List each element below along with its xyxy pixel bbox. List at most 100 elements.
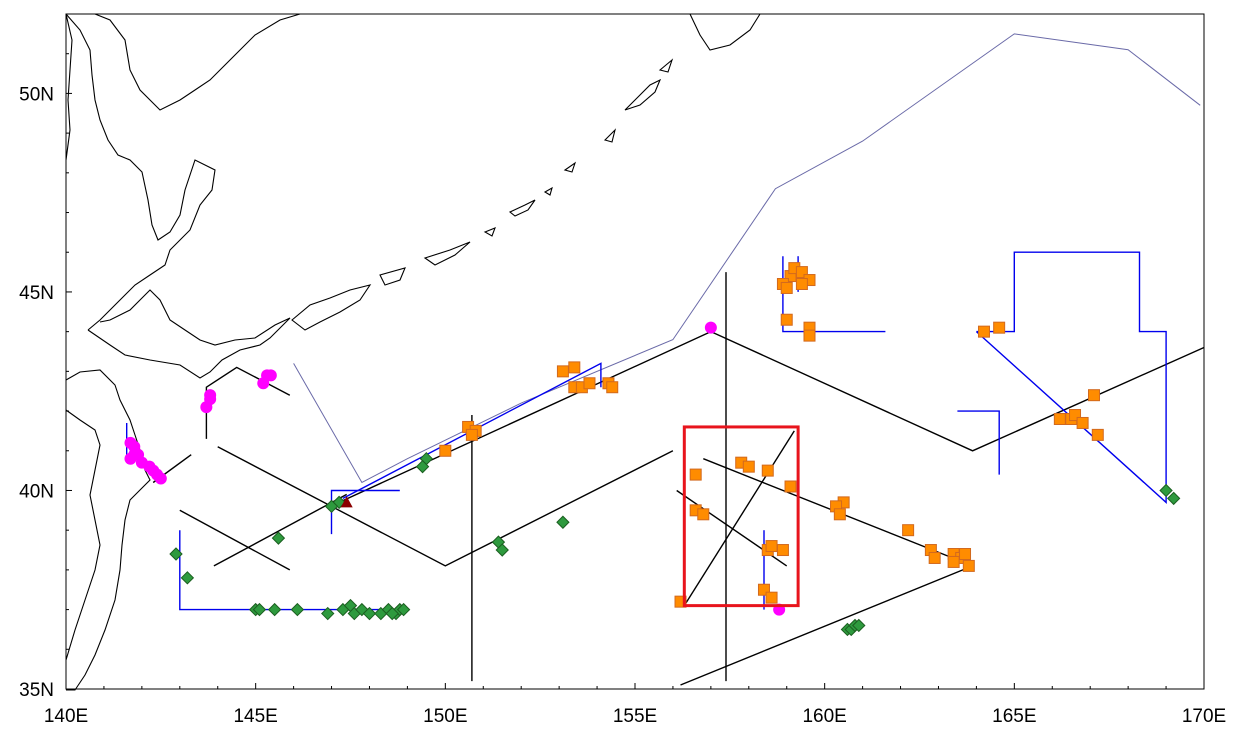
sea-of-okhotsk-coast bbox=[94, 13, 301, 111]
eez-boundary-line bbox=[293, 33, 1201, 484]
green-diamond bbox=[362, 606, 377, 621]
orange-square bbox=[765, 591, 778, 604]
green-diamond bbox=[852, 618, 866, 633]
orange-square bbox=[795, 278, 808, 290]
orange-square bbox=[465, 428, 478, 441]
highlight-box bbox=[682, 425, 800, 608]
y-tick-label: 50N bbox=[19, 84, 54, 105]
blue-track-line bbox=[975, 251, 1167, 504]
x-tick-label: 140E bbox=[44, 706, 88, 727]
kuril-island-4 bbox=[483, 227, 496, 237]
orange-square bbox=[962, 559, 975, 572]
kamchatka-coast bbox=[689, 13, 761, 51]
y-tick-label: 40N bbox=[19, 481, 54, 502]
orange-square bbox=[947, 555, 960, 568]
orange-square bbox=[902, 524, 915, 537]
orange-square bbox=[556, 365, 569, 378]
black-track-line bbox=[213, 493, 348, 567]
honshu-west-coast bbox=[65, 409, 101, 661]
orange-square bbox=[784, 480, 797, 493]
honshu-coast bbox=[65, 369, 151, 691]
black-track-line bbox=[179, 509, 291, 571]
orange-square bbox=[803, 329, 816, 342]
coastline bbox=[65, 13, 761, 691]
x-tick-label: 160E bbox=[802, 706, 846, 727]
orange-square bbox=[689, 468, 702, 481]
kuril-island-5 bbox=[508, 199, 536, 217]
black-track-line bbox=[680, 565, 973, 686]
orange-square bbox=[765, 540, 778, 553]
orange-square bbox=[780, 313, 793, 326]
black-track-line bbox=[683, 430, 795, 606]
green-diamond-markers bbox=[169, 451, 1181, 637]
magenta-circle bbox=[124, 452, 137, 465]
green-diamond bbox=[556, 515, 570, 529]
green-diamond bbox=[290, 602, 305, 617]
orange-square bbox=[776, 544, 789, 557]
orange-square bbox=[833, 508, 846, 521]
green-diamond bbox=[324, 499, 339, 514]
sakhalin-coast bbox=[65, 13, 216, 331]
orange-square bbox=[1076, 416, 1089, 429]
x-tick-label: 170E bbox=[1182, 706, 1226, 727]
blue-track-line bbox=[330, 489, 400, 535]
axis-ticks bbox=[65, 13, 1205, 690]
kuril-island-3 bbox=[423, 241, 471, 266]
orange-square bbox=[674, 595, 687, 608]
blue-track-line bbox=[957, 410, 1000, 475]
green-diamond bbox=[271, 531, 286, 545]
magenta-circle-markers bbox=[124, 321, 786, 616]
orange-square bbox=[1087, 389, 1100, 402]
orange-square bbox=[1053, 413, 1066, 425]
orange-square bbox=[568, 361, 581, 374]
orange-square bbox=[583, 377, 596, 390]
y-tick-label: 45N bbox=[19, 283, 54, 304]
red-triangle-marker bbox=[340, 496, 353, 508]
green-diamond bbox=[169, 547, 183, 561]
kuril-island-6 bbox=[543, 186, 553, 196]
x-tick-label: 165E bbox=[992, 706, 1036, 727]
orange-square bbox=[606, 381, 619, 394]
green-diamond bbox=[180, 571, 195, 585]
green-diamond bbox=[267, 602, 282, 617]
orange-square-markers bbox=[439, 262, 1104, 608]
magenta-circle bbox=[257, 377, 270, 390]
sakhalin-west-coast bbox=[65, 13, 73, 161]
orange-square bbox=[697, 508, 710, 521]
magenta-circle bbox=[154, 472, 167, 485]
y-axis-labels: 35N 40N 45N 50N bbox=[19, 84, 54, 701]
orange-square bbox=[742, 460, 755, 473]
orange-square bbox=[795, 266, 808, 279]
orange-square bbox=[977, 325, 990, 338]
y-tick-label: 35N bbox=[19, 680, 54, 701]
hokkaido-coast bbox=[87, 289, 291, 379]
kuril-island-7 bbox=[563, 161, 577, 173]
green-diamond bbox=[415, 459, 430, 474]
green-diamond bbox=[495, 543, 509, 557]
orange-square bbox=[928, 551, 941, 564]
x-tick-label: 155E bbox=[613, 706, 657, 727]
kuril-island-10 bbox=[658, 58, 674, 73]
orange-square bbox=[757, 583, 770, 596]
orange-square bbox=[761, 464, 774, 477]
magenta-circle bbox=[264, 369, 277, 382]
magenta-circle bbox=[200, 401, 213, 414]
blue-track-line bbox=[342, 362, 602, 500]
kuril-island-1 bbox=[291, 284, 372, 331]
orange-square bbox=[1069, 409, 1082, 422]
orange-square bbox=[959, 548, 972, 560]
magenta-circle bbox=[704, 321, 717, 334]
orange-square bbox=[780, 281, 793, 294]
orange-square bbox=[439, 444, 452, 457]
x-tick-label: 145E bbox=[233, 706, 277, 727]
green-diamond bbox=[1159, 483, 1173, 498]
x-axis-labels: 140E 145E 150E 155E 160E 165E 170E bbox=[44, 706, 1226, 727]
kuril-island-9 bbox=[624, 78, 662, 111]
green-diamond bbox=[252, 602, 267, 617]
kuril-island-8 bbox=[603, 128, 617, 143]
green-diamond bbox=[385, 606, 399, 621]
x-tick-label: 150E bbox=[423, 706, 467, 727]
black-track-line bbox=[217, 446, 674, 567]
